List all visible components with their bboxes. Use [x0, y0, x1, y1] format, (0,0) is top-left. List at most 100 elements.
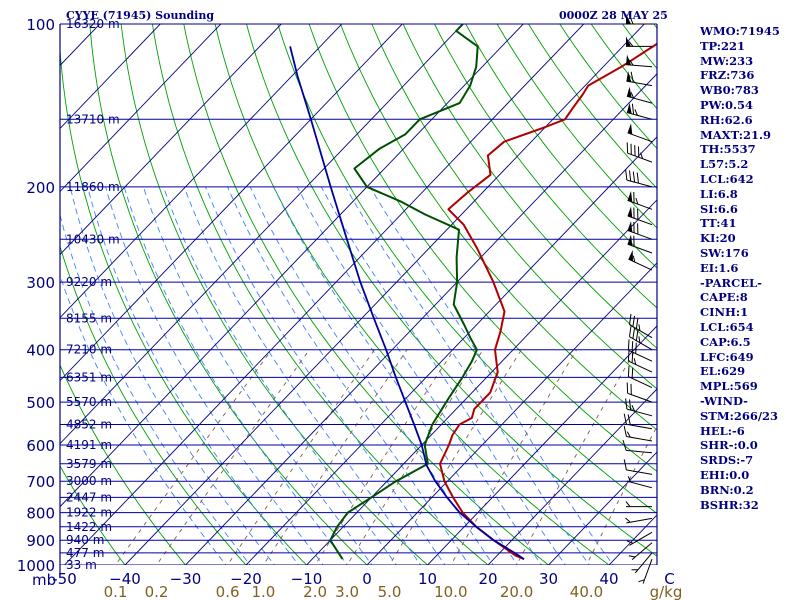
mixing-ratio-tick-label: 20.0	[500, 583, 533, 600]
wind-barb	[627, 365, 653, 389]
isotherm-line	[60, 24, 524, 508]
dry-adiabat-line	[60, 364, 187, 565]
index-item: EL:629	[700, 364, 746, 379]
index-item: KI:20	[700, 231, 736, 246]
isotherm-line	[245, 136, 657, 565]
dry-adiabat-line	[340, 24, 657, 431]
dry-adiabat-line	[371, 24, 657, 390]
isotherm-line	[63, 24, 585, 565]
height-label: 4852 m	[66, 418, 112, 432]
wind-barb	[626, 476, 653, 489]
indices-panel: WMO:71945 TP:221 MW:233 FRZ:736 WB0:783 PW:0.…	[700, 24, 798, 512]
index-item: PW:0.54	[700, 97, 754, 112]
index-item: SHR-:0.0	[700, 438, 758, 453]
moist-adiabat-line	[227, 186, 470, 565]
moist-adiabat-line	[273, 186, 518, 565]
wind-barb	[631, 552, 653, 574]
mixing-ratio-tick-label: 0.2	[145, 583, 169, 600]
index-item: LFC:649	[700, 349, 754, 364]
index-item: RH:62.6	[700, 112, 753, 127]
index-item: LCL:642	[700, 171, 754, 186]
index-item: SRDS:-7	[700, 453, 754, 468]
wind-barb	[627, 234, 653, 254]
isotherm-line	[547, 451, 657, 565]
height-label: 3000 m	[66, 474, 112, 488]
wind-barb	[627, 221, 653, 240]
dry-adiabat-line	[120, 24, 429, 565]
mixing-ratio-line	[346, 349, 484, 565]
wind-barb	[626, 71, 653, 87]
pressure-tick-label: 900	[26, 532, 55, 550]
mixing-ratio-tick-label: 0.1	[104, 583, 128, 600]
height-label: 1922 m	[66, 506, 112, 520]
moist-adiabat-line	[142, 186, 373, 565]
mixing-ratio-line	[314, 349, 455, 565]
isotherm-line	[487, 388, 657, 565]
moist-adiabat-line	[60, 213, 251, 565]
height-label: 2447 m	[66, 490, 112, 504]
mixing-ratio-tick-label: 5.0	[378, 583, 402, 600]
wind-barb	[623, 413, 653, 430]
height-label: 13710 m	[66, 112, 120, 126]
wind-barb	[626, 13, 652, 25]
height-label: 33 m	[66, 558, 97, 572]
mixing-ratio-lines	[114, 349, 657, 565]
index-item: MW:233	[700, 53, 754, 68]
index-item: TT:41	[700, 216, 737, 231]
wind-barb	[627, 339, 653, 362]
mixing-ratio-line	[516, 349, 636, 565]
height-label: 11860 m	[66, 180, 120, 194]
moist-adiabat-line	[369, 186, 614, 565]
isotherm-line	[60, 24, 282, 256]
mixing-ratio-tick-label: g/kg	[650, 583, 683, 600]
index-item: STM:266/23	[700, 408, 779, 423]
height-label: 3579 m	[66, 457, 112, 471]
temperature-tick-label: 30	[539, 570, 558, 588]
isotherm-line	[60, 24, 464, 445]
isotherm-line	[124, 24, 645, 565]
dry-adiabat-line	[246, 24, 657, 557]
height-label: 6351 m	[66, 370, 112, 384]
chart-time: 0000Z 28 MAY 25	[559, 9, 668, 22]
pressure-tick-label: 800	[26, 505, 55, 523]
isotherms	[60, 24, 657, 565]
chart-title: CYYE (71945) Sounding	[66, 9, 215, 22]
height-label: 16320 m	[66, 17, 120, 31]
isotherm-line	[60, 24, 161, 130]
moist-adiabat-line	[183, 186, 422, 565]
index-item: HEL:-6	[700, 423, 745, 438]
wind-barb	[622, 439, 653, 454]
isotherm-line	[426, 325, 657, 565]
wind-barb	[625, 501, 652, 508]
temperature-tick-label: 10	[418, 570, 437, 588]
moist-adiabat-line	[249, 186, 494, 565]
moist-adiabat-line	[205, 186, 446, 565]
index-item: TP:221	[700, 38, 746, 53]
dry-adiabat-line	[402, 24, 657, 349]
moist-adiabat-line	[345, 186, 590, 565]
dry-adiabat-line	[308, 24, 657, 472]
index-item: L57:5.2	[700, 157, 749, 172]
height-label: 1422 m	[66, 520, 112, 534]
height-label: 7210 m	[66, 343, 112, 357]
index-item: FRZ:736	[700, 68, 755, 83]
wind-barb	[625, 517, 653, 524]
temperature-profile-line	[439, 42, 657, 561]
isotherm-line	[60, 24, 222, 193]
temperature-tick-label: C	[664, 570, 674, 588]
height-label: 5570 m	[66, 395, 112, 409]
mixing-ratio-tick-label: 10.0	[434, 583, 467, 600]
index-item: LCL:654	[700, 319, 754, 334]
index-item: CAPE:8	[700, 290, 748, 305]
moist-adiabat-line	[162, 186, 397, 565]
isotherm-line	[366, 262, 657, 565]
pressure-tick-label: 300	[26, 274, 55, 292]
mixing-ratio-tick-label: 0.6	[216, 583, 240, 600]
moist-adiabats	[60, 186, 614, 565]
dry-adiabat-line	[277, 24, 657, 514]
wind-barb	[626, 102, 653, 120]
moist-adiabat-line	[87, 186, 300, 565]
pressure-tick-label: 700	[26, 473, 55, 491]
height-label: 4191 m	[66, 438, 112, 452]
